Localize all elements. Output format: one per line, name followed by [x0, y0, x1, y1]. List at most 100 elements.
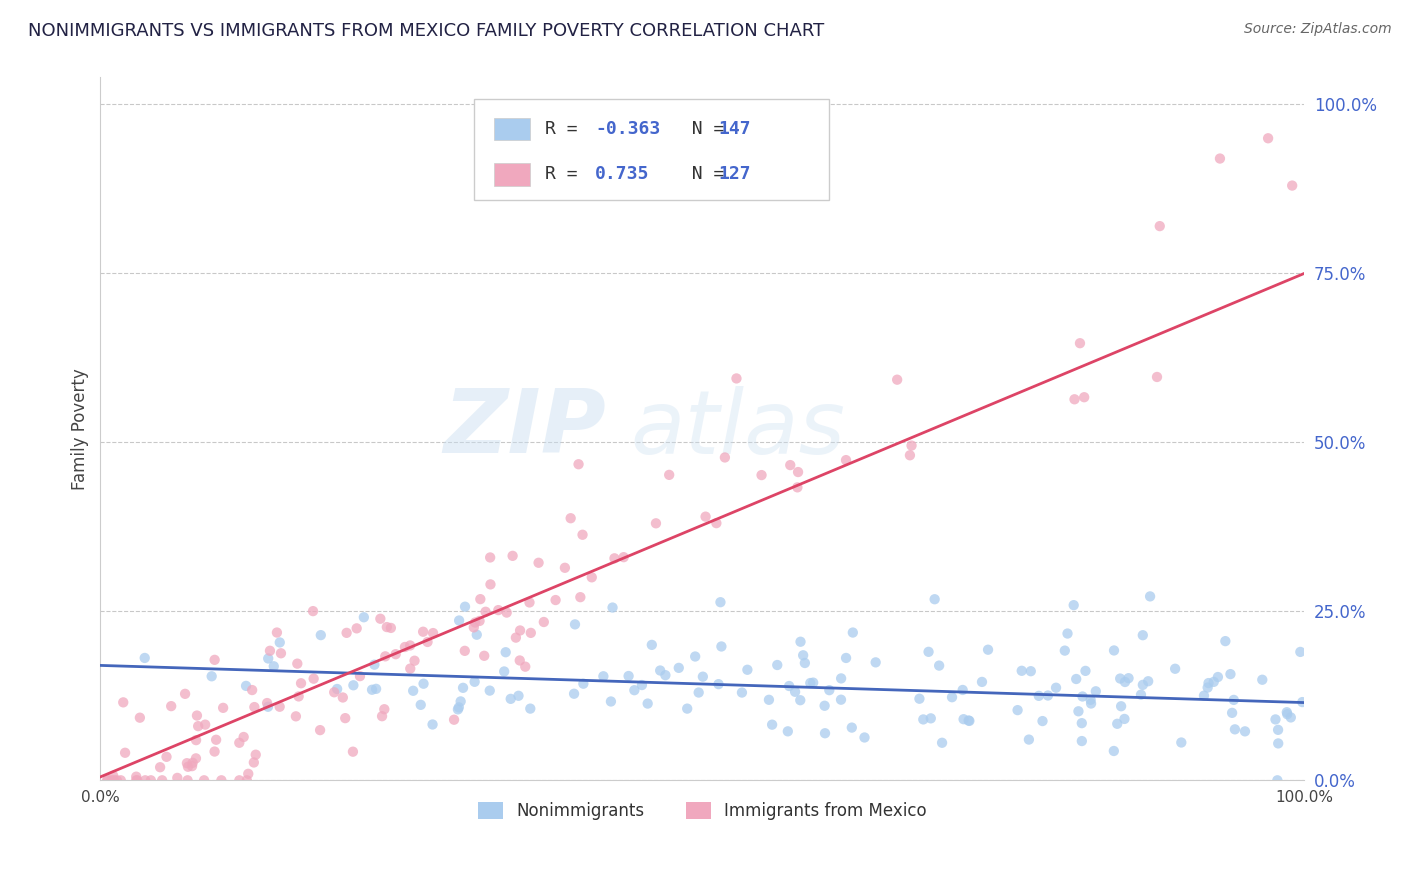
- Point: [468, 614, 491, 628]
- Point: [1031, 714, 1053, 728]
- Point: [977, 642, 1000, 657]
- Point: [830, 672, 852, 686]
- Point: [668, 661, 690, 675]
- Point: [1267, 723, 1289, 737]
- Point: [941, 690, 963, 705]
- Point: [709, 595, 731, 609]
- Point: [194, 717, 217, 731]
- Point: [479, 550, 502, 565]
- Point: [1107, 716, 1129, 731]
- Text: ZIP: ZIP: [443, 385, 606, 473]
- Point: [363, 657, 385, 672]
- Point: [125, 773, 148, 788]
- Point: [112, 695, 135, 709]
- Point: [404, 654, 426, 668]
- Point: [394, 640, 416, 654]
- Point: [101, 769, 124, 783]
- Point: [479, 577, 502, 591]
- Point: [371, 709, 394, 723]
- FancyBboxPatch shape: [474, 98, 828, 201]
- Point: [128, 711, 150, 725]
- Point: [176, 756, 198, 771]
- Text: -0.363: -0.363: [595, 120, 661, 137]
- Point: [1289, 645, 1312, 659]
- Text: N =: N =: [669, 120, 735, 137]
- Point: [1267, 736, 1289, 750]
- Point: [228, 736, 250, 750]
- Point: [499, 691, 522, 706]
- Point: [1073, 390, 1095, 404]
- Point: [1220, 706, 1243, 720]
- Point: [96, 773, 118, 788]
- Point: [184, 751, 207, 765]
- Point: [495, 645, 517, 659]
- Point: [309, 723, 332, 738]
- Point: [1192, 689, 1215, 703]
- Point: [364, 681, 387, 696]
- Point: [544, 593, 567, 607]
- Point: [302, 604, 325, 618]
- Point: [266, 625, 288, 640]
- Point: [451, 681, 474, 695]
- Point: [1223, 693, 1246, 707]
- Point: [1019, 664, 1042, 678]
- Point: [177, 760, 200, 774]
- Text: 147: 147: [718, 120, 751, 137]
- Point: [454, 599, 477, 614]
- Point: [1007, 703, 1029, 717]
- Point: [1080, 693, 1102, 707]
- Point: [571, 528, 593, 542]
- Point: [375, 620, 398, 634]
- Point: [374, 649, 396, 664]
- Point: [447, 702, 470, 716]
- Point: [1251, 673, 1274, 687]
- Point: [761, 717, 783, 731]
- Point: [1149, 219, 1171, 233]
- Point: [494, 665, 516, 679]
- Point: [1064, 672, 1087, 686]
- Point: [1080, 697, 1102, 711]
- Point: [787, 465, 810, 479]
- Point: [1070, 716, 1092, 731]
- Point: [465, 628, 488, 642]
- Point: [402, 683, 425, 698]
- Point: [1028, 689, 1050, 703]
- Point: [758, 693, 780, 707]
- Point: [349, 669, 371, 683]
- Point: [1197, 681, 1219, 695]
- Point: [1206, 670, 1229, 684]
- Point: [309, 628, 332, 642]
- Point: [384, 647, 406, 661]
- Point: [176, 773, 198, 788]
- Point: [779, 458, 801, 472]
- Point: [134, 651, 156, 665]
- Point: [957, 714, 980, 728]
- Point: [287, 690, 309, 704]
- Point: [508, 689, 530, 703]
- Point: [181, 759, 204, 773]
- Point: [515, 659, 537, 673]
- Point: [243, 700, 266, 714]
- Point: [564, 617, 586, 632]
- Point: [1257, 131, 1279, 145]
- Point: [399, 639, 422, 653]
- Point: [519, 595, 541, 609]
- Point: [842, 625, 865, 640]
- Point: [353, 610, 375, 624]
- Point: [1215, 634, 1237, 648]
- Point: [792, 648, 814, 663]
- Point: [150, 773, 173, 788]
- Text: R =: R =: [544, 120, 588, 137]
- Point: [650, 664, 672, 678]
- Point: [193, 773, 215, 788]
- Point: [323, 685, 346, 699]
- Point: [380, 621, 402, 635]
- Point: [519, 701, 541, 715]
- Point: [1074, 664, 1097, 678]
- Point: [335, 711, 357, 725]
- Point: [1202, 674, 1225, 689]
- Point: [257, 651, 280, 665]
- Point: [470, 592, 492, 607]
- Text: atlas: atlas: [630, 386, 845, 472]
- Point: [658, 467, 681, 482]
